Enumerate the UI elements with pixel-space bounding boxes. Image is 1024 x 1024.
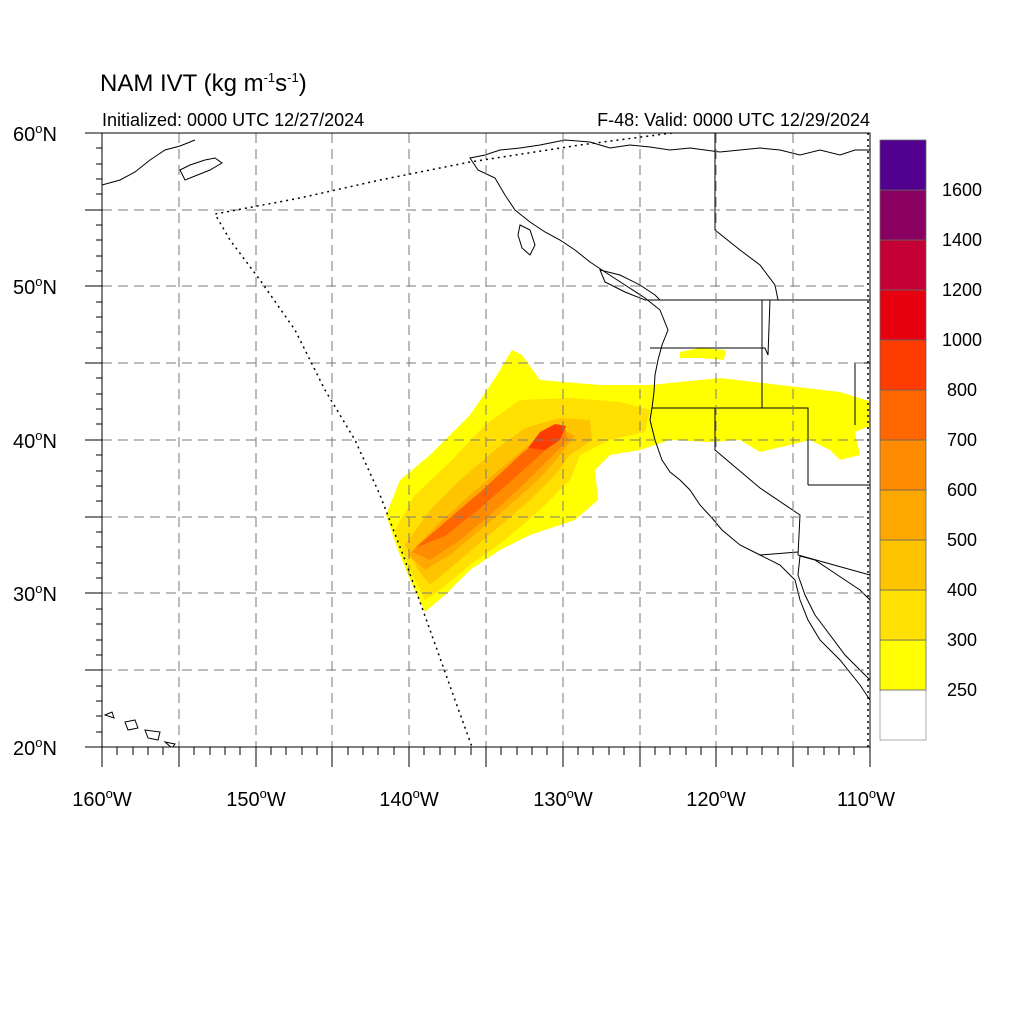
map-title: NAM IVT (kg m-1s-1) (100, 70, 307, 97)
axis-ticks (85, 132, 871, 767)
initialized-time: Initialized: 0000 UTC 12/27/2024 (102, 110, 365, 130)
ivt-shading (386, 348, 870, 612)
colorbar-box-11 (879, 139, 927, 191)
colorbar-box-0 (879, 689, 927, 741)
or-ca-nv-border (652, 407, 809, 485)
colorbar-label-800: 800 (947, 380, 977, 400)
map-area (102, 133, 870, 747)
hawaii-islands (103, 711, 176, 747)
latitude-labels: 60oN 50oN 40oN 30oN 20oN (13, 121, 57, 760)
lon-label-130: 130oW (533, 786, 593, 811)
lat-label-30: 30oN (13, 581, 57, 606)
colorbar-label-250: 250 (947, 680, 977, 700)
bc-alberta-border (714, 133, 779, 301)
colorbar-label-1400: 1400 (942, 230, 982, 250)
lat-label-50: 50oN (13, 274, 57, 299)
colorbar-label-1200: 1200 (942, 280, 982, 300)
colorbar-box-7 (879, 339, 927, 391)
colorbar-box-2 (879, 589, 927, 641)
colorbar-box-6 (879, 389, 927, 441)
lon-label-160: 160oW (72, 786, 132, 811)
haida-gwaii (517, 224, 536, 256)
colorbar-box-10 (879, 189, 927, 241)
az-border (797, 554, 870, 576)
colorbar-label-1600: 1600 (942, 180, 982, 200)
alaska-islands (179, 157, 223, 181)
colorbar-box-3 (879, 539, 927, 591)
west-coast (469, 139, 870, 701)
colorbar-label-400: 400 (947, 580, 977, 600)
colorbar-label-700: 700 (947, 430, 977, 450)
colorbar-box-8 (879, 289, 927, 341)
colorbar-boxes (879, 139, 927, 741)
lon-label-110: 110oW (837, 786, 895, 811)
mexico-border (759, 551, 799, 556)
bottom-ticks (101, 747, 871, 767)
wa-or-border (650, 299, 771, 356)
lat-label-40: 40oN (13, 428, 57, 453)
lat-label-20: 20oN (13, 735, 57, 760)
colorbar-box-9 (879, 239, 927, 291)
colorbar-labels: 250 300 400 500 600 700 800 1000 1200 1400 1600 (942, 180, 982, 700)
lon-label-120: 120oW (686, 786, 746, 811)
colorbar-label-600: 600 (947, 480, 977, 500)
valid-time: F-48: Valid: 0000 UTC 12/29/2024 (597, 110, 870, 130)
lat-label-60: 60oN (13, 121, 57, 146)
ivt-800 (528, 424, 566, 450)
ivt-700 (415, 426, 562, 548)
left-ticks (85, 132, 102, 748)
colorbar-label-1000: 1000 (942, 330, 982, 350)
colorbar: 250 300 400 500 600 700 800 1000 1200 1400 1600 (879, 139, 982, 741)
ivt-250-north-or (680, 348, 726, 360)
lon-label-150: 150oW (226, 786, 286, 811)
coastlines (102, 139, 870, 747)
colorbar-label-300: 300 (947, 630, 977, 650)
alaska-peninsula (102, 139, 196, 186)
colorbar-box-1 (879, 639, 927, 691)
colorbar-box-5 (879, 439, 927, 491)
grid-lines (102, 133, 870, 747)
borders (650, 133, 870, 576)
colorbar-box-4 (879, 489, 927, 541)
ca-nv-border (714, 408, 801, 556)
colorbar-label-500: 500 (947, 530, 977, 550)
longitude-labels: 160oW 150oW 140oW 130oW 120oW 110oW (72, 786, 895, 811)
baja-gulf (797, 555, 870, 681)
lon-label-140: 140oW (379, 786, 439, 811)
